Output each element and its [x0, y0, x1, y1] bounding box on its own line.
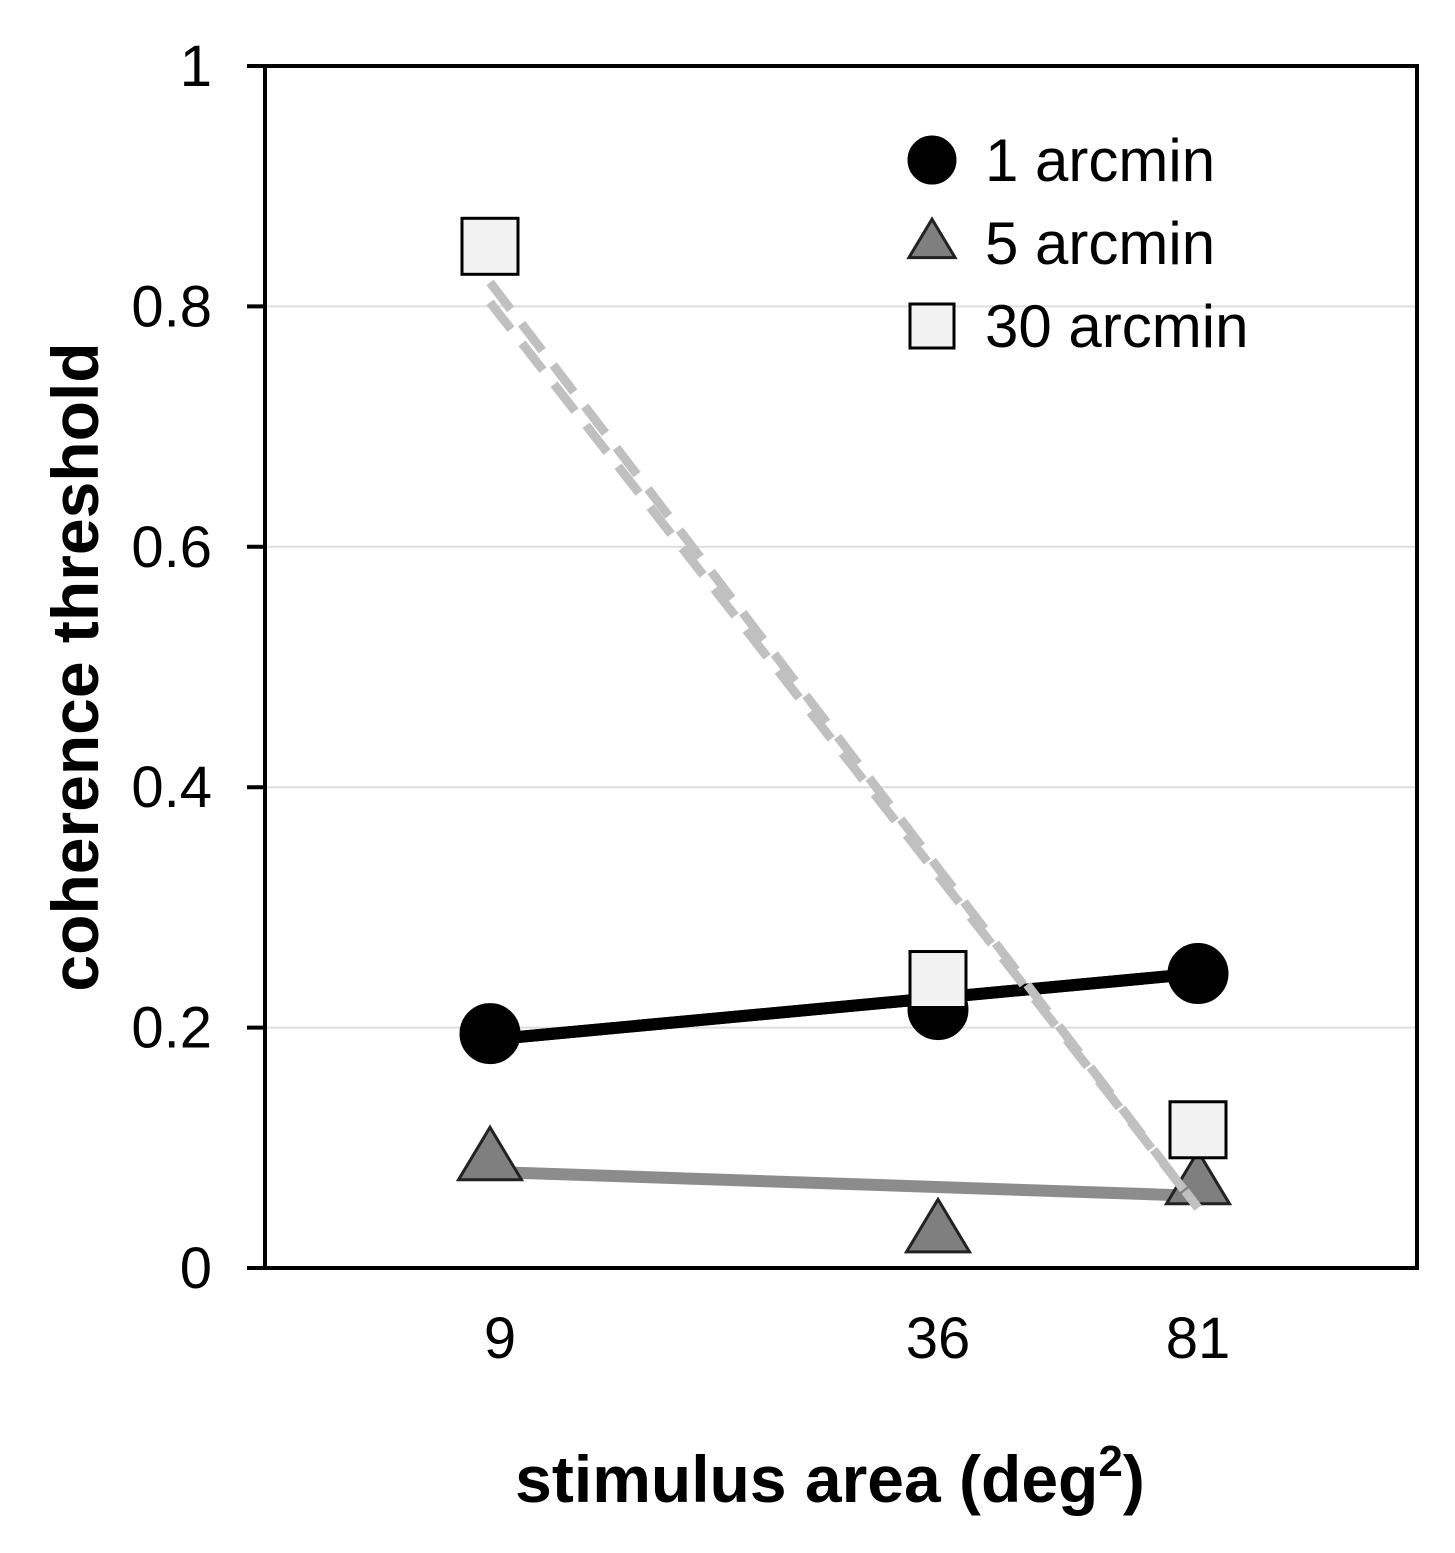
x-axis: 9 36 81 [484, 1306, 1230, 1371]
y-tick-label: 0.6 [131, 515, 212, 580]
x-axis-title-main: stimulus area (deg [515, 1442, 1098, 1516]
y-tick-label: 0.8 [131, 274, 212, 339]
series-layer [455, 216, 1233, 1254]
plot-area-frame [263, 64, 1419, 1270]
trend-line [489, 1165, 1199, 1202]
data-point [455, 1124, 525, 1182]
x-axis-title-superscript: 2 [1098, 1437, 1122, 1486]
x-tick-label: 81 [1166, 1306, 1231, 1371]
x-tick-label: 9 [484, 1306, 516, 1371]
legend-marker [906, 216, 958, 260]
data-point [908, 950, 968, 1010]
gridlines [265, 305, 1417, 1029]
legend-label: 5 arcmin [985, 210, 1215, 277]
legend-marker [908, 302, 956, 350]
legend-item: 5 arcmin [906, 210, 1215, 277]
y-tick-label: 0.4 [131, 755, 212, 820]
legend-label: 30 arcmin [985, 293, 1248, 360]
y-tick-label: 0 [180, 1236, 212, 1301]
y-tick-label: 0.2 [131, 996, 212, 1061]
x-axis-title-suffix: ) [1123, 1442, 1145, 1516]
legend-item: 30 arcmin [908, 293, 1248, 360]
series-1-arcmin [459, 943, 1229, 1065]
data-point [460, 216, 520, 276]
series-30-arcmin [460, 216, 1228, 1211]
x-axis-title: stimulus area (deg2) [515, 1437, 1145, 1516]
legend-label: 1 arcmin [985, 127, 1215, 194]
trend-line-overlay [489, 967, 1199, 1046]
legend-item: 1 arcmin [907, 127, 1215, 194]
trend-line-overlay [486, 299, 1202, 1211]
y-tick-label: 1 [180, 34, 212, 99]
legend-marker [907, 135, 957, 185]
legend: 1 arcmin 5 arcmin 30 arcmin [906, 127, 1248, 360]
data-point [903, 1196, 973, 1254]
series-5-arcmin [455, 1124, 1233, 1254]
data-point [1168, 1100, 1228, 1160]
x-tick-label: 36 [906, 1306, 971, 1371]
trend-line [486, 279, 1202, 1211]
y-axis-title: coherence threshold [38, 342, 112, 991]
y-axis: 0 0.2 0.4 0.6 0.8 1 [131, 34, 265, 1301]
